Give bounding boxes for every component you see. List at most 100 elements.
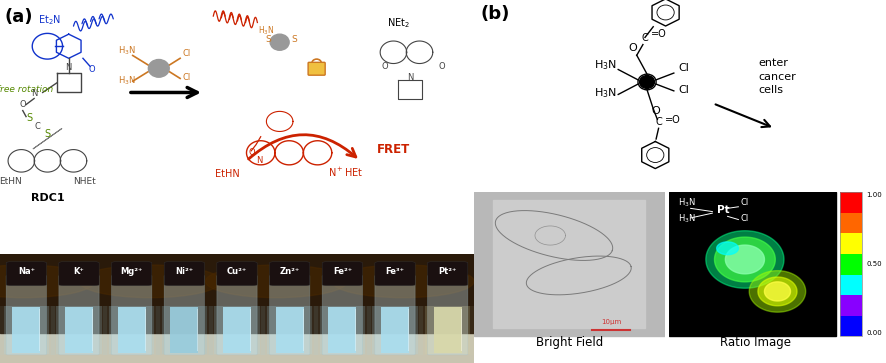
Text: S: S xyxy=(291,35,298,44)
Text: H$_3$N: H$_3$N xyxy=(678,212,696,225)
Text: Cl: Cl xyxy=(183,73,190,82)
Polygon shape xyxy=(765,282,790,301)
FancyBboxPatch shape xyxy=(58,262,99,286)
Bar xyxy=(841,315,862,336)
Bar xyxy=(214,306,260,354)
Text: Cl: Cl xyxy=(679,63,689,73)
Bar xyxy=(841,213,862,233)
Bar xyxy=(419,306,476,355)
Bar xyxy=(372,306,417,354)
Bar xyxy=(841,192,882,336)
Text: Bright Field: Bright Field xyxy=(536,336,602,349)
Bar xyxy=(223,307,251,353)
Text: enter
cancer
cells: enter cancer cells xyxy=(758,58,796,95)
Circle shape xyxy=(270,34,289,50)
Text: NEt$_2$: NEt$_2$ xyxy=(386,16,409,30)
Bar xyxy=(669,192,836,336)
Text: 0.00: 0.00 xyxy=(867,330,882,336)
Text: free rotation: free rotation xyxy=(0,85,53,94)
Bar xyxy=(0,306,55,355)
Bar xyxy=(841,295,862,315)
Polygon shape xyxy=(714,237,775,282)
Bar xyxy=(276,307,304,353)
Text: O: O xyxy=(89,65,95,74)
Bar xyxy=(315,306,370,355)
Circle shape xyxy=(331,265,474,298)
Bar xyxy=(841,233,862,254)
Circle shape xyxy=(79,265,222,298)
FancyBboxPatch shape xyxy=(58,276,99,355)
Text: S: S xyxy=(266,35,271,44)
Text: =O: =O xyxy=(664,115,680,125)
Bar xyxy=(65,307,93,353)
Text: O: O xyxy=(628,42,637,53)
Text: Ratio Image: Ratio Image xyxy=(720,336,791,349)
Text: Ni²⁺: Ni²⁺ xyxy=(175,267,193,276)
FancyBboxPatch shape xyxy=(217,276,257,355)
FancyBboxPatch shape xyxy=(164,276,205,355)
Text: (b): (b) xyxy=(480,5,509,23)
Text: Pt: Pt xyxy=(717,205,729,215)
Bar xyxy=(162,306,206,354)
Text: =O: =O xyxy=(650,29,666,40)
Bar xyxy=(841,192,862,213)
Text: Fe²⁺: Fe²⁺ xyxy=(333,267,352,276)
Text: Cl: Cl xyxy=(679,85,689,95)
FancyBboxPatch shape xyxy=(217,262,257,286)
FancyBboxPatch shape xyxy=(375,276,416,355)
Bar xyxy=(51,306,107,355)
FancyBboxPatch shape xyxy=(6,276,46,355)
Bar xyxy=(261,306,318,355)
Text: N: N xyxy=(31,89,37,98)
Bar xyxy=(118,307,145,353)
Bar xyxy=(841,274,862,295)
Text: Pt²⁺: Pt²⁺ xyxy=(439,267,457,276)
Text: O: O xyxy=(382,62,388,71)
Text: O: O xyxy=(249,148,255,157)
Bar xyxy=(12,307,41,353)
Text: C: C xyxy=(656,117,662,127)
Text: 10μm: 10μm xyxy=(601,319,621,325)
FancyBboxPatch shape xyxy=(323,262,362,286)
Text: EtHN: EtHN xyxy=(215,169,240,179)
Text: O: O xyxy=(651,106,660,116)
Bar xyxy=(0,333,474,363)
Text: Fe³⁺: Fe³⁺ xyxy=(385,267,405,276)
Text: 0.50: 0.50 xyxy=(867,261,882,267)
Circle shape xyxy=(0,265,95,298)
Bar xyxy=(493,200,645,328)
Text: Cl: Cl xyxy=(741,214,749,223)
FancyBboxPatch shape xyxy=(6,262,46,286)
Circle shape xyxy=(206,265,347,298)
Text: H$_3$N: H$_3$N xyxy=(595,86,618,100)
Text: O: O xyxy=(439,62,445,71)
Text: N: N xyxy=(256,156,262,165)
Text: NHEt: NHEt xyxy=(73,177,96,186)
Bar xyxy=(57,306,102,354)
Bar xyxy=(4,306,49,354)
Text: S: S xyxy=(27,113,33,123)
Text: C: C xyxy=(641,33,649,43)
Bar xyxy=(381,307,409,353)
FancyBboxPatch shape xyxy=(269,276,310,355)
Bar xyxy=(367,306,424,355)
Circle shape xyxy=(148,60,169,77)
Text: K⁺: K⁺ xyxy=(74,267,84,276)
FancyBboxPatch shape xyxy=(428,262,468,286)
Bar xyxy=(841,192,862,336)
Text: Et$_2$N: Et$_2$N xyxy=(38,13,61,27)
Text: N: N xyxy=(407,73,413,82)
FancyBboxPatch shape xyxy=(428,276,468,355)
Polygon shape xyxy=(717,242,738,255)
Bar xyxy=(0,254,474,333)
Text: H$_3$N: H$_3$N xyxy=(259,24,275,37)
Text: S: S xyxy=(44,129,51,139)
Circle shape xyxy=(640,76,655,88)
Bar xyxy=(425,306,470,354)
FancyBboxPatch shape xyxy=(375,262,416,286)
FancyBboxPatch shape xyxy=(112,276,152,355)
Text: H$_3$N: H$_3$N xyxy=(595,58,618,72)
Text: O: O xyxy=(19,100,26,109)
Polygon shape xyxy=(758,277,797,306)
Bar xyxy=(320,306,365,354)
